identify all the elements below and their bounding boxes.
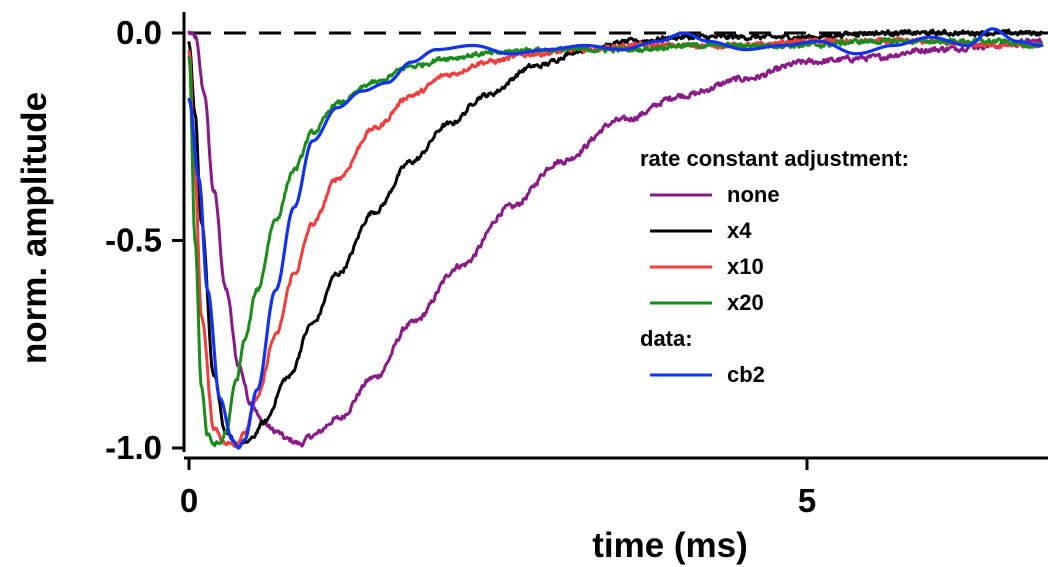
x-tick-label: 0 — [180, 482, 198, 519]
x-axis-title: time (ms) — [592, 526, 748, 565]
y-tick-label: -1.0 — [105, 429, 162, 466]
y-tick-label: 0.0 — [116, 14, 162, 51]
legend-label-x20: x20 — [727, 290, 764, 315]
series-line-x4 — [187, 28, 1043, 447]
legend-label-x10: x10 — [727, 254, 764, 279]
legend-label-x4: x4 — [727, 218, 752, 243]
y-ticks: 0.0 -0.5 -1.0 — [105, 14, 184, 466]
legend-label-none: none — [727, 182, 780, 207]
series-layer — [187, 27, 1044, 450]
series-line-cb2 — [187, 27, 1044, 450]
legend-label-cb2: cb2 — [727, 362, 765, 387]
y-axis-title: norm. amplitude — [15, 92, 54, 364]
legend: rate constant adjustment: none x4 x10 x20 dat… — [640, 146, 909, 387]
series-line-x10 — [187, 36, 1043, 448]
legend-heading: rate constant adjustment: — [640, 146, 909, 171]
y-tick-label: -0.5 — [105, 222, 162, 259]
x-tick-label: 5 — [798, 482, 816, 519]
series-line-none — [187, 30, 1043, 448]
series-line-x20 — [187, 37, 1043, 448]
legend-heading: data: — [640, 326, 693, 351]
